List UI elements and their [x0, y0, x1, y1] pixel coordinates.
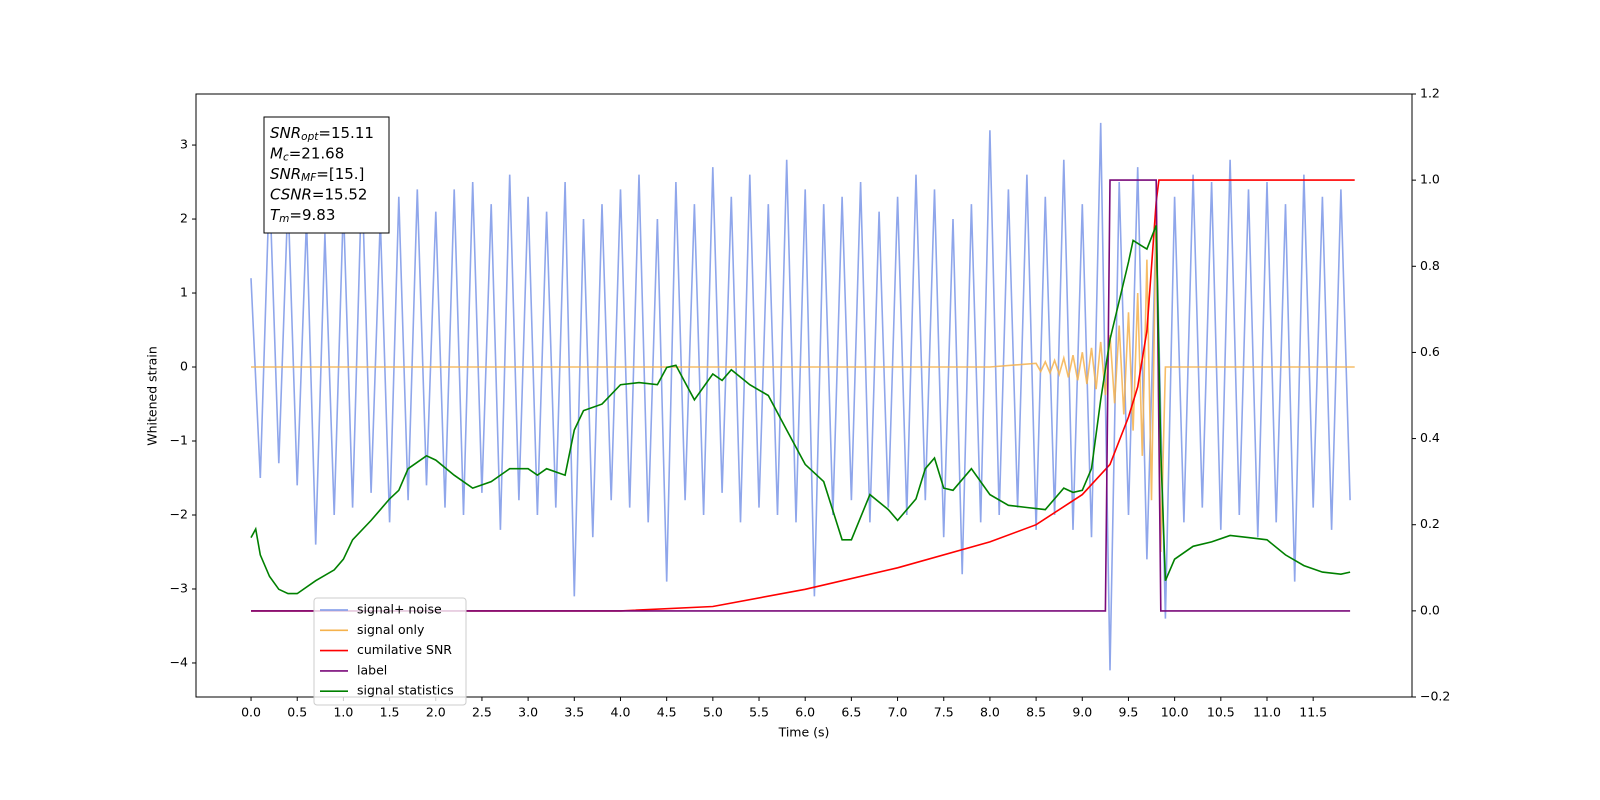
x-tick-label: 10.0 [1161, 705, 1189, 720]
y2-tick-label: 0.8 [1420, 258, 1440, 273]
annotation-subscript: m [279, 213, 289, 225]
x-tick-label: 7.0 [888, 705, 908, 720]
y2-tick-label: −0.2 [1420, 689, 1450, 704]
x-tick-label: 9.0 [1072, 705, 1092, 720]
series-line [250, 122, 1351, 671]
annotation-value: =9.83 [289, 206, 335, 224]
series-line [251, 179, 1355, 612]
x-tick-label: 11.0 [1253, 705, 1281, 720]
y-tick-label: −3 [170, 580, 188, 595]
x-tick-label: 6.5 [841, 705, 861, 720]
annotation-value: =[15.] [316, 165, 364, 183]
y-tick-label: −1 [170, 433, 188, 448]
x-tick-label: 8.0 [980, 705, 1000, 720]
series-line [250, 225, 1351, 595]
y-tick-label: 0 [180, 359, 188, 374]
legend-label: signal+ noise [357, 602, 442, 617]
annotation-symbol: SNR [270, 165, 301, 183]
x-tick-label: 5.0 [703, 705, 723, 720]
x-tick-label: 3.5 [564, 705, 584, 720]
y2-tick-label: 0.4 [1420, 430, 1440, 445]
annotation-line: SNRMF=[15.] [270, 165, 364, 185]
legend-label: label [357, 662, 387, 677]
annotation-box [263, 116, 390, 234]
x-tick-label: 3.0 [518, 705, 538, 720]
annotation-subscript: MF [301, 172, 317, 184]
x-tick-label: 0.5 [287, 705, 307, 720]
x-tick-label: 9.5 [1119, 705, 1139, 720]
annotation-value: =21.68 [289, 144, 345, 162]
x-tick-label: 7.5 [934, 705, 954, 720]
annotation-subscript: opt [301, 131, 319, 143]
x-tick-label: 4.5 [657, 705, 677, 720]
y-tick-label: 3 [180, 137, 188, 152]
x-tick-label: 0.0 [241, 705, 261, 720]
x-axis-label: Time (s) [778, 725, 830, 740]
x-tick-label: 4.0 [611, 705, 631, 720]
y2-tick-label: 1.2 [1420, 86, 1440, 101]
x-tick-label: 10.5 [1207, 705, 1235, 720]
annotation-line: SNRopt=15.11 [270, 124, 374, 144]
annotation-symbol: CSNR [270, 185, 312, 203]
x-tick-label: 11.5 [1299, 705, 1327, 720]
legend-label: cumilative SNR [357, 642, 452, 657]
x-tick-label: 2.5 [472, 705, 492, 720]
y2-tick-label: 1.0 [1420, 172, 1440, 187]
y-tick-label: 2 [180, 211, 188, 226]
annotation-value: =15.52 [312, 185, 368, 203]
plot-frame [195, 93, 1413, 698]
y2-tick-label: 0.2 [1420, 516, 1440, 531]
x-tick-label: 1.5 [380, 705, 400, 720]
x-tick-label: 5.5 [749, 705, 769, 720]
annotation-symbol: T [270, 206, 281, 224]
y-tick-label: 1 [180, 285, 188, 300]
series-line [251, 179, 1351, 612]
x-tick-label: 8.5 [1026, 705, 1046, 720]
series-line [251, 211, 1355, 553]
annotation-symbol: SNR [270, 124, 301, 142]
y-tick-label: −4 [170, 654, 188, 669]
annotation-subscript: c [283, 152, 289, 164]
legend-label: signal statistics [357, 683, 454, 698]
annotation-line: Mc=21.68 [270, 144, 344, 164]
legend-label: signal only [357, 622, 425, 637]
legend-box [313, 597, 467, 706]
y2-tick-label: 0.0 [1420, 602, 1440, 617]
annotation-line: CSNR=15.52 [270, 185, 367, 203]
y-tick-label: −2 [170, 506, 188, 521]
y-axis-label: Whitened strain [145, 346, 160, 445]
x-tick-label: 2.0 [426, 705, 446, 720]
y2-tick-label: 0.6 [1420, 344, 1440, 359]
x-tick-label: 6.0 [795, 705, 815, 720]
annotation-symbol: M [270, 144, 283, 162]
x-tick-label: 1.0 [333, 705, 353, 720]
annotation-value: =15.11 [318, 124, 374, 142]
annotation-line: Tm=9.83 [270, 206, 335, 226]
